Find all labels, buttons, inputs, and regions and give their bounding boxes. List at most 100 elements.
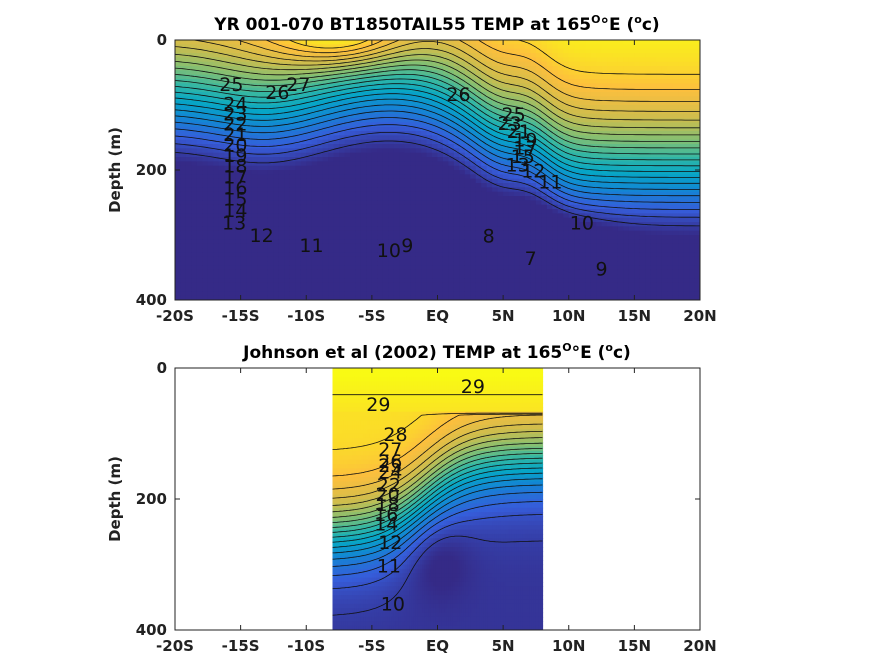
contour-label: 25 [219,74,243,96]
x-tick-label: 5N [492,637,515,655]
contour-label: 14 [223,200,247,222]
contour-label: 12 [521,160,545,182]
contour-lines [332,394,543,616]
panel-2: Johnson et al (2002) TEMP at 165O°E (oc)… [106,341,717,655]
contour-label: 23 [223,103,247,125]
contour-line [175,88,700,172]
x-tick-label: -10S [287,307,325,325]
contour-line [175,124,700,210]
contour-line [175,46,700,121]
contour-line [175,104,700,190]
contour-label: 7 [525,248,537,270]
contour-label: 24 [378,461,402,483]
contour-line [332,452,543,528]
contour-label: 20 [223,134,247,156]
contour-line [332,442,543,518]
contour-label: 27 [378,439,402,461]
x-tick-label: -5S [358,307,385,325]
contour-label: 11 [538,172,562,194]
contour-line [332,501,543,576]
contour-label: 16 [374,504,398,526]
contour-line [175,69,700,149]
contour-line [175,117,700,203]
contour-label: 19 [513,129,537,151]
contour-label: 13 [222,213,246,235]
y-tick-label: 400 [136,291,167,309]
contour-label: 10 [377,240,401,262]
contour-label: 11 [377,556,401,578]
contour-label: 23 [498,113,522,135]
x-tick-label: 15N [618,307,651,325]
contour-label: 15 [511,146,535,168]
panel-2-title: Johnson et al (2002) TEMP at 165O°E (oc) [242,341,631,363]
contour-label: 17 [513,138,537,160]
contour-line [175,140,700,227]
contour-label: 14 [374,514,398,536]
x-tick-label: -20S [156,637,194,655]
contour-label: 21 [223,124,247,146]
contour-line [332,423,543,499]
contour-line [332,457,543,533]
contour-line [175,98,700,184]
contour-line [193,40,700,112]
contour-line [332,437,543,513]
panel-2-axes: -20S -15S -10S -5S EQ 5N 10N 15N 20N 0 200 400 [136,359,717,655]
x-tick-label: 10N [552,307,585,325]
x-tick-label: 15N [618,637,651,655]
x-tick-label: EQ [426,307,449,325]
contour-line [332,448,543,523]
contour-label: 26 [265,82,289,104]
contour-line [332,467,543,543]
x-tick-label: 20N [683,307,716,325]
x-tick-label: 5N [492,307,515,325]
y-tick-label: 0 [157,359,167,377]
contour-line [175,73,700,155]
panel-1-axes: -20S -15S -10S -5S EQ 5N 10N 15N 20N 0 200 400 [136,31,717,325]
contour-line [332,414,543,490]
contour-line [175,78,700,161]
contour-label: 25 [502,104,526,126]
contour-label: 13 [506,155,530,177]
contour-line [332,472,543,548]
contour-label: 16 [223,177,247,199]
contour-line [175,59,700,136]
y-tick-label: 0 [157,31,167,49]
contour-label: 26 [378,451,402,473]
x-tick-label: -15S [222,637,260,655]
contour-label: 25 [378,455,402,477]
y-tick-label: 200 [136,161,167,179]
panel-1-title: YR 001-070 BT1850TAIL55 TEMP at 165O°E (… [213,13,659,35]
x-tick-label: -20S [156,307,194,325]
x-tick-label: -15S [222,307,260,325]
contour-line [175,93,700,178]
contour-label: 10 [381,594,405,616]
x-tick-label: -5S [358,637,385,655]
y-tick-label: 400 [136,621,167,639]
panel-1-y-axis-label: Depth (m) [106,127,124,213]
x-tick-label: EQ [426,637,449,655]
contour-label: 18 [376,494,400,516]
contour-line [332,491,543,567]
contour-line [332,535,543,616]
x-tick-label: 10N [552,637,585,655]
contour-line [175,83,700,167]
contour-label: 19 [223,145,247,167]
contour-line [332,413,543,477]
contour-label: 29 [461,376,485,398]
contour-line [332,462,543,538]
contour-label: 11 [299,235,323,257]
x-tick-label: 20N [683,637,716,655]
contour-line [332,412,543,450]
contour-line [175,132,700,218]
contour-label: 10 [570,213,594,235]
contour-label: 15 [223,188,247,210]
contour-label: 22 [223,114,247,136]
contour-label: 27 [286,74,310,96]
contour-label: 29 [366,394,390,416]
contour-line [175,110,700,197]
temperature-field [175,40,700,300]
contour-line [175,53,700,129]
contour-line [332,514,543,590]
